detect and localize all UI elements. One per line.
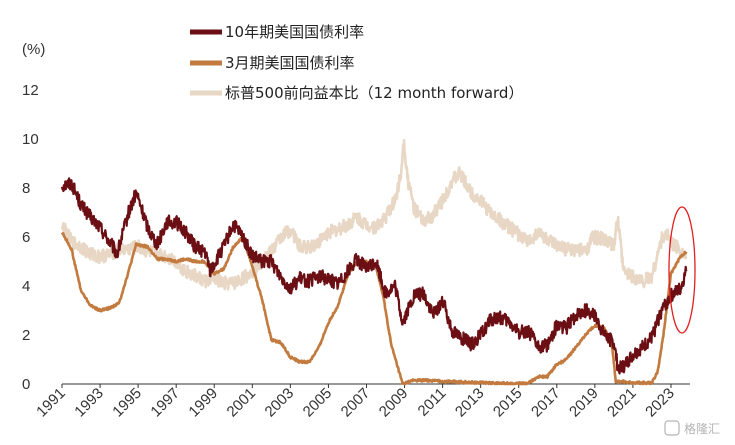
x-tick-label: 2003 xyxy=(262,385,298,421)
x-tick-label: 1993 xyxy=(71,385,107,421)
x-tick-label: 1995 xyxy=(109,385,145,421)
y-axis-ticks: 0 2 4 6 8 10 12 xyxy=(22,82,39,393)
watermark-logo-icon xyxy=(664,420,680,436)
y-tick-label: 4 xyxy=(22,278,30,295)
x-tick-label: 2005 xyxy=(300,385,336,421)
watermark-text: 格隆汇 xyxy=(684,421,720,436)
legend-label-0: 10年期美国国债利率 xyxy=(225,23,364,41)
series-layer xyxy=(60,138,688,386)
x-tick-label: 2023 xyxy=(642,385,678,421)
x-tick-label: 2009 xyxy=(376,385,412,421)
highlight-ellipse xyxy=(668,206,696,334)
x-tick-label: 1997 xyxy=(147,385,183,421)
y-tick-label: 12 xyxy=(22,82,39,99)
x-tick-label: 2015 xyxy=(490,385,526,421)
x-tick-label: 1991 xyxy=(33,385,69,421)
x-tick-label: 2013 xyxy=(452,385,488,421)
x-tick-label: 2017 xyxy=(528,385,564,421)
legend-label-1: 3月期美国国债利率 xyxy=(225,54,355,72)
x-axis-ticks: 1991 1993 1995 1997 1999 2001 2003 2005 2007 2009… xyxy=(33,384,678,420)
y-tick-label: 10 xyxy=(22,131,39,148)
y-tick-label: 6 xyxy=(22,229,30,246)
y-tick-label: 8 xyxy=(22,180,30,197)
x-tick-label: 2019 xyxy=(566,385,602,421)
x-tick-label: 2021 xyxy=(604,385,640,421)
x-tick-label: 2001 xyxy=(224,385,260,421)
watermark: 格隆汇 xyxy=(664,420,720,436)
series-line-0 xyxy=(60,177,688,375)
legend-label-2: 标普500前向益本比（12 month forward） xyxy=(225,84,523,102)
x-tick-label: 2007 xyxy=(338,385,374,421)
y-unit-label: (%) xyxy=(22,41,45,58)
y-tick-label: 2 xyxy=(22,327,30,344)
y-tick-label: 0 xyxy=(22,376,30,393)
x-tick-label: 1999 xyxy=(185,385,221,421)
series-line-2 xyxy=(60,138,688,291)
x-tick-label: 2011 xyxy=(415,385,450,420)
